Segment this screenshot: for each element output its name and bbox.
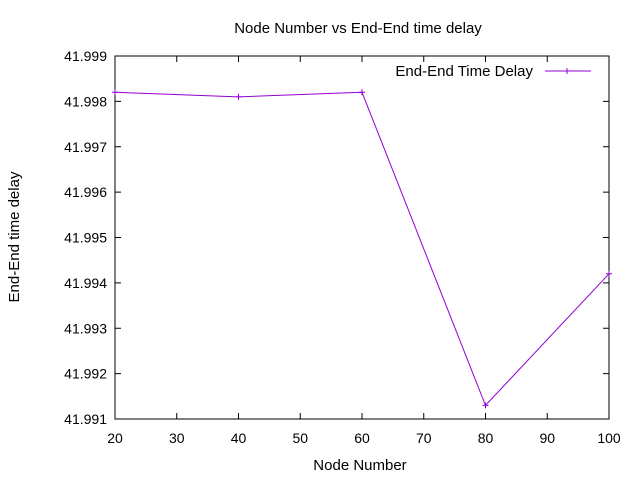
x-tick-label: 100 xyxy=(597,430,621,446)
data-point-marker xyxy=(482,402,489,409)
x-tick-label: 40 xyxy=(231,430,247,446)
y-tick-label: 41.992 xyxy=(64,366,107,382)
x-tick-label: 50 xyxy=(292,430,308,446)
y-axis-title: End-End time delay xyxy=(6,171,23,302)
x-tick-label: 20 xyxy=(107,430,123,446)
data-point-marker xyxy=(359,89,365,96)
y-tick-label: 41.998 xyxy=(64,93,107,109)
y-tick-label: 41.997 xyxy=(64,139,107,155)
y-tick-label: 41.993 xyxy=(64,320,107,336)
x-tick-label: 80 xyxy=(478,430,494,446)
y-tick-label: 41.991 xyxy=(64,411,107,427)
y-tick-label: 41.999 xyxy=(64,48,107,64)
data-point-marker xyxy=(235,93,242,100)
x-tick-label: 60 xyxy=(354,430,370,446)
chart-title: Node Number vs End-End time delay xyxy=(234,20,482,37)
x-tick-label: 90 xyxy=(539,430,555,446)
series-line xyxy=(114,91,610,407)
series-layer xyxy=(112,89,612,409)
y-tick-label: 41.994 xyxy=(64,275,107,291)
legend-marker xyxy=(564,68,570,74)
data-point-marker xyxy=(112,89,118,96)
y-axis: 41.991 41.992 41.993 41.994 41.995 41.996 41.9… xyxy=(64,48,609,427)
x-axis: 20 30 40 50 60 70 80 90 100 xyxy=(107,56,621,446)
y-tick-label: 41.996 xyxy=(64,184,107,200)
data-point-marker xyxy=(606,270,612,277)
y-tick-label: 41.995 xyxy=(64,230,107,246)
plot-area xyxy=(114,55,610,420)
legend: End-End Time Delay xyxy=(395,63,591,80)
plot-frame xyxy=(114,55,610,420)
x-axis-title: Node Number xyxy=(313,457,406,474)
x-tick-label: 70 xyxy=(416,430,432,446)
x-tick-label: 30 xyxy=(169,430,185,446)
legend-label: End-End Time Delay xyxy=(395,63,533,80)
